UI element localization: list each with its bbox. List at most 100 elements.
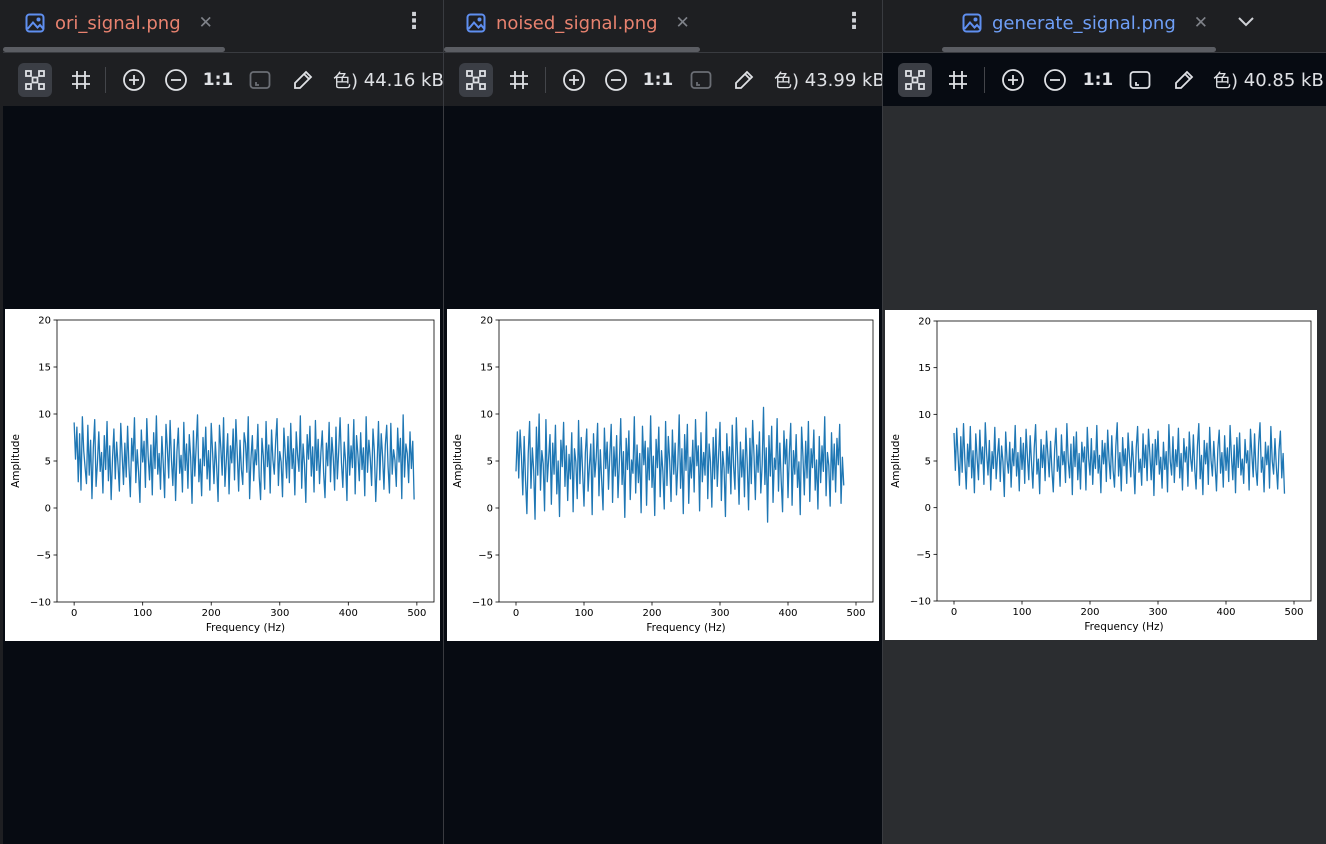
image-info: 色) 40.85 kB [1213, 63, 1324, 97]
pane-divider[interactable] [443, 0, 444, 844]
x-tick-label: 500 [407, 608, 426, 619]
x-axis-label: Frequency (Hz) [206, 622, 285, 634]
grid-toggle-button[interactable] [943, 63, 973, 97]
y-axis-label: Amplitude [452, 434, 464, 488]
color-picker-button[interactable] [729, 63, 759, 97]
zoom-in-icon [1002, 69, 1024, 91]
x-tick-label: 400 [339, 608, 358, 619]
zoom-out-icon [165, 69, 187, 91]
x-tick-label: 0 [513, 608, 519, 619]
zoom-in-button[interactable] [119, 63, 149, 97]
y-tick-label: 15 [38, 363, 51, 374]
close-icon[interactable]: ✕ [198, 13, 213, 33]
series-line [515, 406, 845, 523]
zoom-in-button[interactable] [559, 63, 589, 97]
zoom-in-icon [123, 69, 145, 91]
y-tick-label: 5 [45, 457, 51, 468]
zoom-out-button[interactable] [161, 63, 191, 97]
color-picker-button[interactable] [1169, 63, 1199, 97]
y-tick-label: 10 [38, 410, 51, 421]
x-tick-label: 400 [1216, 607, 1235, 618]
x-tick-label: 200 [642, 608, 661, 619]
y-tick-label: 0 [45, 504, 51, 515]
eyedropper-icon [1175, 70, 1194, 89]
chevron-down-icon[interactable] [1236, 8, 1256, 44]
eyedropper-icon [735, 70, 754, 89]
toolbar-separator [105, 67, 106, 93]
y-tick-label: 20 [38, 316, 51, 327]
chart-noised-signal: 0 100 200 300 400 500 −10 −5 0 5 10 15 20 Frequency (… [452, 316, 874, 634]
x-tick-label: 300 [1148, 607, 1167, 618]
actual-size-button[interactable]: 1:1 [642, 70, 674, 90]
toolbar-separator [984, 67, 985, 93]
fit-window-icon [1129, 71, 1151, 89]
fit-zoom-icon [466, 70, 486, 90]
kebab-menu-icon[interactable]: ⋮ [403, 9, 425, 34]
y-axis-label: Amplitude [10, 434, 22, 488]
image-toolbar: 1:1 色) 43.99 kB [444, 53, 882, 106]
y-tick-label: 10 [480, 410, 493, 421]
zoom-fit-button[interactable] [898, 63, 932, 97]
tab-scrollbar[interactable] [942, 47, 1216, 52]
tab-label: generate_signal.png [992, 12, 1176, 34]
close-icon[interactable]: ✕ [675, 13, 690, 33]
close-icon[interactable]: ✕ [1193, 13, 1209, 33]
y-tick-label: −5 [36, 551, 51, 562]
x-tick-label: 0 [71, 608, 77, 619]
zoom-in-button[interactable] [998, 63, 1028, 97]
image-toolbar: 1:1 色) 44.16 kB [3, 53, 443, 106]
fit-zoom-icon [905, 70, 925, 90]
y-tick-label: −5 [478, 551, 493, 562]
tab-bar: generate_signal.png ✕ [883, 0, 1326, 53]
signal-image: 0 100 200 300 400 500 −10 −5 0 5 10 15 20 Frequency (… [885, 310, 1317, 640]
color-picker-button[interactable] [288, 63, 318, 97]
image-viewport[interactable]: 0 100 200 300 400 500 −10 −5 0 5 10 15 20 Frequency (… [883, 106, 1326, 844]
fit-window-button[interactable] [245, 63, 275, 97]
pane-divider[interactable] [882, 0, 883, 844]
y-axis-label: Amplitude [890, 434, 902, 488]
editor-pane-generate-signal: generate_signal.png ✕ 1:1 色) 40.85 kB [883, 0, 1326, 844]
zoom-out-button[interactable] [601, 63, 631, 97]
actual-size-button[interactable]: 1:1 [202, 70, 234, 90]
actual-size-button[interactable]: 1:1 [1082, 70, 1114, 90]
y-tick-label: 15 [480, 363, 493, 374]
image-viewport[interactable]: 0 100 200 300 400 500 −10 −5 0 5 10 15 20 Frequency (… [444, 106, 882, 844]
zoom-fit-button[interactable] [18, 63, 52, 97]
image-toolbar: 1:1 色) 40.85 kB [883, 53, 1326, 106]
y-tick-label: 20 [918, 317, 931, 328]
image-info: 色) 43.99 kB [774, 63, 882, 97]
fit-zoom-icon [25, 70, 45, 90]
file-size: 43.99 kB [804, 69, 882, 91]
tab-noised-signal[interactable]: noised_signal.png ✕ [444, 0, 690, 46]
image-file-icon [962, 13, 982, 33]
series-line [73, 414, 415, 504]
zoom-out-button[interactable] [1040, 63, 1070, 97]
x-tick-label: 400 [778, 608, 797, 619]
tab-scrollbar[interactable] [3, 47, 225, 52]
editor-pane-noised-signal: noised_signal.png ✕ ⋮ 1:1 色) 43.99 kB [444, 0, 882, 844]
image-viewport[interactable]: 0 100 200 300 400 500 −10 −5 0 5 10 15 20 Frequency (… [3, 106, 443, 844]
zoom-out-icon [1044, 69, 1066, 91]
grid-toggle-button[interactable] [66, 63, 96, 97]
y-tick-label: −5 [916, 550, 931, 561]
x-tick-label: 100 [133, 608, 152, 619]
y-tick-label: 5 [925, 457, 931, 468]
x-axis-label: Frequency (Hz) [1084, 621, 1163, 633]
tab-scrollbar[interactable] [444, 47, 700, 52]
grid-toggle-button[interactable] [504, 63, 534, 97]
chart-ori-signal: 0 100 200 300 400 500 −10 −5 0 5 10 15 20 Frequency (… [10, 316, 435, 634]
kebab-menu-icon[interactable]: ⋮ [843, 9, 865, 34]
y-tick-label: 5 [487, 457, 493, 468]
chart-generate-signal: 0 100 200 300 400 500 −10 −5 0 5 10 15 20 Frequency (… [890, 317, 1312, 633]
zoom-in-icon [563, 69, 585, 91]
fit-window-button[interactable] [1125, 63, 1155, 97]
y-tick-label: 0 [925, 503, 931, 514]
fit-window-button[interactable] [686, 63, 716, 97]
zoom-fit-button[interactable] [459, 63, 493, 97]
signal-image: 0 100 200 300 400 500 −10 −5 0 5 10 15 20 Frequency (… [447, 309, 879, 641]
zoom-out-icon [605, 69, 627, 91]
toolbar-separator [545, 67, 546, 93]
tab-generate-signal[interactable]: generate_signal.png ✕ [940, 0, 1208, 46]
tab-ori-signal[interactable]: ori_signal.png ✕ [3, 0, 213, 46]
signal-image: 0 100 200 300 400 500 −10 −5 0 5 10 15 20 Frequency (… [5, 309, 440, 641]
